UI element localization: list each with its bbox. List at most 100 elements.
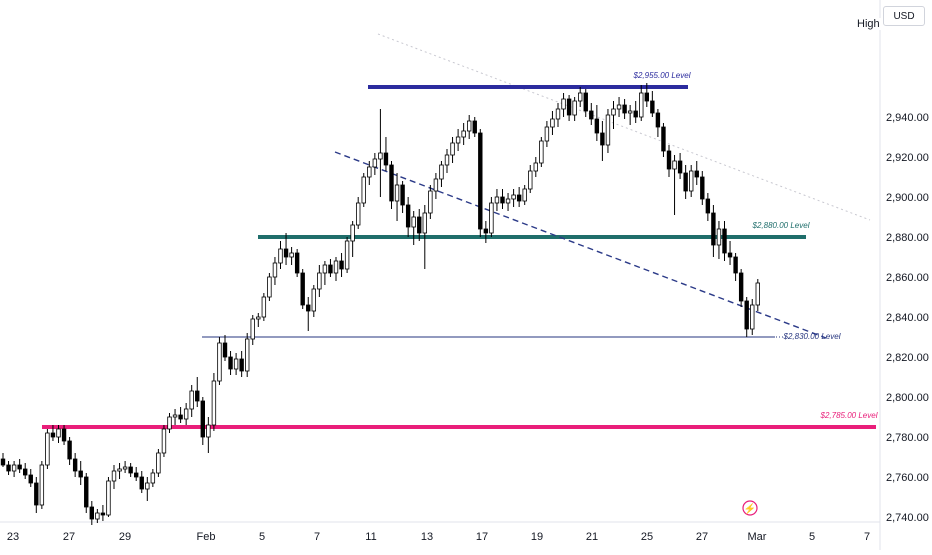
- level-label: $2,830.00 Level: [783, 332, 841, 341]
- candle-body: [683, 172, 688, 192]
- candle-body: [383, 152, 389, 166]
- candle-body: [622, 104, 627, 114]
- candle-body: [572, 100, 577, 116]
- candle-body: [561, 98, 566, 110]
- candle-body: [655, 112, 661, 128]
- x-tick-label: Mar: [748, 531, 767, 543]
- currency-button[interactable]: USD: [883, 6, 925, 26]
- candle-body: [744, 300, 749, 330]
- candle-body: [289, 252, 294, 258]
- candle-body: [511, 194, 516, 200]
- candle-body: [122, 466, 128, 470]
- candle-body: [583, 92, 588, 112]
- candle-body: [45, 432, 50, 466]
- candle-body: [605, 114, 611, 146]
- candle-body: [172, 414, 178, 418]
- candle-body: [616, 104, 622, 110]
- level-label: $2,955.00 Level: [633, 71, 691, 80]
- y-tick-label: 2,800.00: [886, 392, 929, 404]
- candle-body: [61, 428, 67, 442]
- candle-body: [161, 428, 167, 454]
- candle-body: [355, 202, 361, 226]
- candle-body: [56, 428, 61, 438]
- y-tick-label: 2,860.00: [886, 272, 929, 284]
- candle-body: [22, 468, 28, 476]
- upper-dotted-trendline: [377, 33, 871, 221]
- candle-body: [139, 476, 144, 490]
- candle-body: [627, 110, 633, 114]
- candle-body: [677, 160, 683, 174]
- candle-body: [256, 316, 261, 320]
- candle-body: [439, 164, 444, 180]
- candle-body: [200, 400, 205, 438]
- candle-body: [600, 132, 605, 146]
- candle-body: [239, 358, 244, 372]
- candle-body: [594, 118, 600, 134]
- candle-body: [17, 464, 22, 470]
- event-marker-icon: [742, 500, 758, 516]
- x-tick-label: 11: [365, 531, 376, 543]
- candle-body: [650, 100, 655, 114]
- candle-body: [178, 414, 183, 420]
- candle-body: [394, 184, 400, 202]
- y-tick-label: 2,820.00: [886, 352, 929, 364]
- candle-body: [716, 228, 722, 246]
- candle-body: [727, 252, 733, 258]
- y-tick-label: 2,900.00: [886, 192, 929, 204]
- candle-body: [145, 482, 150, 490]
- x-tick-label: 27: [63, 531, 75, 543]
- candle-body: [705, 198, 711, 214]
- candle-body: [417, 216, 422, 234]
- candle-body: [339, 260, 344, 270]
- candle-body: [405, 204, 411, 228]
- candle-body: [89, 506, 94, 520]
- candle-body: [272, 262, 278, 278]
- x-tick-label: 25: [641, 531, 653, 543]
- candle-body: [450, 142, 455, 156]
- x-tick-label: 17: [476, 531, 488, 543]
- candle-body: [494, 196, 500, 204]
- candle-body: [361, 176, 366, 204]
- x-tick-label: 21: [586, 531, 598, 543]
- candle-body: [133, 472, 139, 478]
- candle-body: [72, 458, 78, 472]
- candle-body: [428, 190, 433, 214]
- candle-body: [311, 288, 316, 312]
- candle-body: [106, 480, 111, 516]
- candle-body: [422, 212, 427, 234]
- candle-body: [539, 140, 544, 164]
- candle-body: [694, 170, 699, 178]
- candle-body: [672, 160, 677, 170]
- candle-body: [183, 408, 189, 420]
- x-tick-label: 19: [531, 531, 543, 543]
- candle-body: [566, 98, 572, 116]
- candle-body: [378, 152, 383, 160]
- candle-body: [78, 470, 83, 478]
- x-tick-label: 7: [864, 531, 870, 543]
- candle-body: [522, 188, 527, 202]
- candle-body: [478, 132, 483, 230]
- candle-body: [533, 162, 538, 172]
- candle-body: [589, 110, 594, 120]
- candle-body: [306, 304, 311, 312]
- candle-body: [411, 216, 416, 228]
- candle-body: [389, 164, 394, 202]
- candle-body: [444, 154, 450, 166]
- candle-body: [267, 276, 272, 298]
- candle-body: [489, 202, 494, 234]
- level-label: $2,785.00 Level: [820, 411, 878, 420]
- candle-body: [350, 224, 355, 242]
- candle-body: [189, 390, 194, 410]
- x-tick-label: 5: [809, 531, 815, 543]
- x-tick-label: 5: [259, 531, 265, 543]
- candle-body: [111, 470, 117, 482]
- y-tick-label: 2,840.00: [886, 312, 929, 324]
- candle-body: [67, 440, 72, 460]
- price-scale-high-tag: High: [855, 18, 882, 30]
- candle-body: [117, 468, 122, 472]
- candle-body: [750, 304, 755, 330]
- y-tick-label: 2,780.00: [886, 432, 929, 444]
- candle-body: [639, 92, 644, 118]
- candle-body: [611, 108, 616, 116]
- x-tick-label: 13: [421, 531, 433, 543]
